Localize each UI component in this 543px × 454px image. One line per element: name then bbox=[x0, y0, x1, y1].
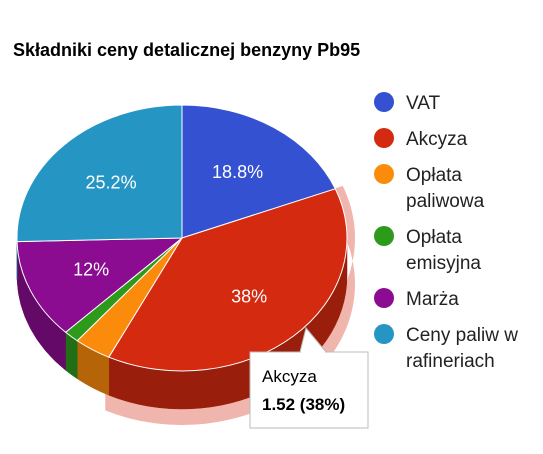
legend-label: Akcyza bbox=[406, 129, 468, 150]
pie-slice-akcyza[interactable] bbox=[108, 188, 348, 372]
pie-slice-ceny-paliw-w-rafineriach[interactable] bbox=[16, 104, 183, 243]
legend-label: Opłata bbox=[406, 165, 462, 186]
pie-layer bbox=[16, 104, 356, 425]
slice-label-vat: 18.8% bbox=[212, 162, 263, 182]
legend-label: Opłata bbox=[406, 227, 462, 248]
pie-slice-marza[interactable] bbox=[16, 237, 184, 333]
legend-label: emisyjna bbox=[406, 253, 481, 274]
legend-label: VAT bbox=[406, 93, 441, 114]
legend-item-oplata-emisyjna[interactable]: Opłata emisyjna bbox=[374, 226, 481, 274]
legend-swatch bbox=[374, 164, 394, 184]
tooltip-value: 1.52 (38%) bbox=[262, 395, 345, 414]
slice-label-akcyza: 38% bbox=[231, 287, 267, 307]
legend: VAT Akcyza Opłata paliwowa Opłata emisyjna Mar… bbox=[374, 92, 518, 372]
legend-item-marza[interactable]: Marża bbox=[374, 288, 459, 310]
tooltip-box bbox=[249, 351, 369, 429]
tooltip-title: Akcyza bbox=[262, 367, 317, 386]
slice-label-ceny-paliw-w-rafineriach: 25.2% bbox=[86, 172, 137, 192]
legend-item-akcyza[interactable]: Akcyza bbox=[374, 128, 468, 150]
slice-labels: 18.8% 38% 12% 25.2% bbox=[73, 162, 267, 307]
legend-swatch bbox=[374, 92, 394, 112]
legend-item-oplata-paliwowa[interactable]: Opłata paliwowa bbox=[374, 164, 485, 212]
legend-label: paliwowa bbox=[406, 191, 485, 212]
slice-label-marza: 12% bbox=[73, 260, 109, 280]
legend-swatch bbox=[374, 288, 394, 308]
legend-swatch bbox=[374, 226, 394, 246]
legend-item-vat[interactable]: VAT bbox=[374, 92, 441, 114]
legend-swatch bbox=[374, 324, 394, 344]
legend-label: Marża bbox=[406, 289, 459, 310]
legend-item-ceny-paliw-w-rafineriach[interactable]: Ceny paliw w rafineriach bbox=[374, 324, 518, 372]
legend-label: rafineriach bbox=[406, 351, 495, 372]
legend-label: Ceny paliw w bbox=[406, 325, 518, 346]
pie-slices bbox=[16, 104, 348, 372]
legend-swatch bbox=[374, 128, 394, 148]
pie-slice-vat[interactable] bbox=[181, 104, 337, 239]
tooltip: Akcyza 1.52 (38%) bbox=[249, 326, 369, 429]
chart-title: Składniki ceny detalicznej benzyny Pb95 bbox=[13, 40, 360, 60]
